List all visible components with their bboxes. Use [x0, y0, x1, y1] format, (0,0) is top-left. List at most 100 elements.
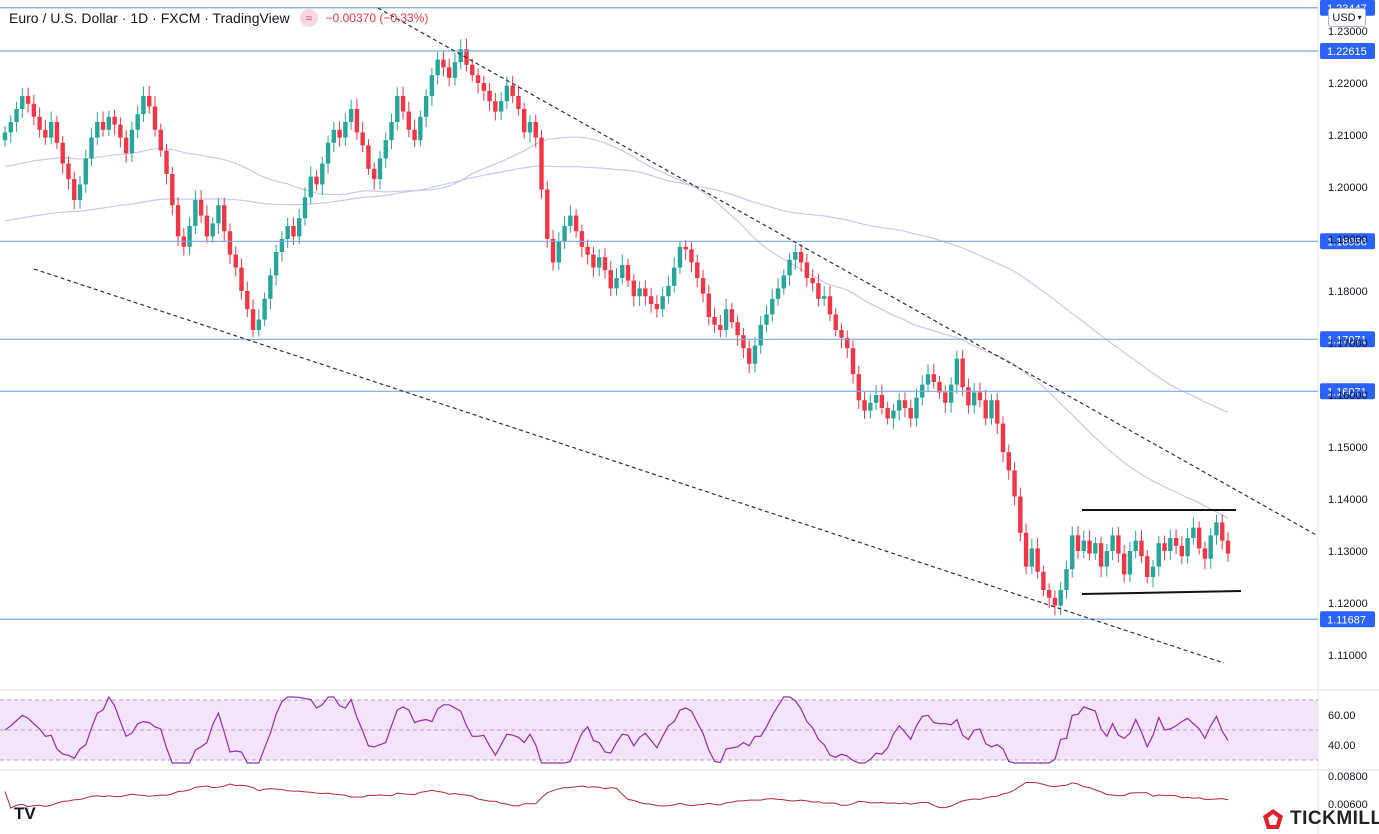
price-axis[interactable]: 1.11000 1.12000 1.13000 1.14000 1.15000 1.160… — [1328, 26, 1368, 662]
candle-body — [695, 262, 700, 278]
candle-body — [487, 90, 492, 102]
candle-body — [383, 140, 388, 159]
candle-body — [158, 129, 163, 151]
candle-body — [752, 345, 758, 364]
level-price-label: 1.11687 — [1327, 614, 1366, 626]
candle-body — [1145, 556, 1150, 577]
candle-body — [948, 384, 954, 403]
candle-body — [660, 296, 665, 310]
candle-body — [14, 109, 19, 122]
tradingview-logo[interactable]: TV — [14, 804, 36, 823]
candle-body — [60, 142, 65, 164]
rsi-tick-label: 60.00 — [1328, 710, 1356, 722]
candle-body — [1012, 470, 1017, 497]
candle-body — [129, 129, 135, 154]
candle-body — [481, 83, 487, 91]
candle-body — [325, 142, 331, 164]
indicator2-tick-label: 0.00600 — [1328, 799, 1368, 811]
candle-body — [164, 150, 169, 174]
candle-body — [925, 374, 931, 385]
candle-body — [585, 246, 590, 255]
candle-body — [521, 109, 527, 133]
level-price-tag — [1320, 331, 1375, 348]
candle-body — [879, 395, 885, 408]
candle-body — [625, 265, 631, 281]
rsi-pane: 40.00 60.00 — [0, 695, 1356, 764]
candle-body — [123, 137, 129, 154]
candle-body — [493, 101, 498, 112]
trendlines[interactable] — [33, 7, 1319, 664]
candle-body — [262, 298, 267, 320]
candle-body — [1046, 590, 1052, 598]
candle-body — [787, 259, 792, 276]
candle-body — [873, 395, 879, 403]
candle-body — [833, 314, 838, 330]
candle-body — [239, 267, 244, 291]
candle-body — [545, 189, 550, 239]
candle-body — [983, 400, 988, 419]
currency-select[interactable]: USD ▾ — [1328, 8, 1366, 27]
candle-body — [291, 226, 296, 237]
candle-body — [591, 254, 596, 268]
candle-body — [418, 116, 423, 141]
price-change: −0.00370 (−0.33%) — [325, 11, 429, 25]
candle-body — [320, 163, 325, 185]
candle-body — [868, 402, 873, 411]
candle-body — [608, 270, 613, 289]
indicator2-line — [4, 782, 1229, 809]
candle-body — [222, 205, 227, 232]
candle-body — [152, 106, 158, 130]
price-tick-label: 1.18000 — [1328, 286, 1368, 298]
candle-body — [1127, 551, 1133, 575]
candle-body — [775, 288, 781, 299]
candle-body — [452, 62, 458, 78]
wave-icon[interactable]: ≈ — [299, 9, 318, 27]
candle-body — [1075, 535, 1081, 551]
candle-body — [637, 288, 642, 297]
candle-body — [72, 179, 77, 200]
candle-body — [198, 200, 204, 216]
candle-body — [1220, 522, 1225, 541]
candle-body — [412, 129, 417, 141]
candle-body — [845, 337, 850, 349]
candle-body — [1208, 535, 1213, 559]
level-price-tag — [1320, 43, 1375, 60]
candle-body — [741, 335, 746, 349]
price-tick-label: 1.14000 — [1328, 494, 1368, 506]
candle-body — [746, 348, 752, 364]
candle-body — [793, 252, 798, 260]
candle-body — [1104, 551, 1110, 567]
candle-body — [31, 103, 37, 117]
candle-body — [1058, 590, 1063, 606]
candle-body — [1202, 548, 1208, 559]
symbol-title: Euro / U.S. Dollar · 1D · FXCM · Trading… — [9, 10, 290, 26]
candle-body — [631, 280, 637, 297]
candle-body — [498, 101, 504, 112]
ma-50-line — [4, 136, 1229, 519]
candle-body — [1035, 548, 1040, 572]
candle-body — [308, 176, 313, 198]
candle-body — [20, 96, 25, 109]
candle-body — [885, 408, 890, 419]
horizontal-levels[interactable]: 1.234471.226151.189561.170711.160711.116… — [0, 0, 1375, 628]
candle-body — [908, 408, 913, 419]
candle-body — [1191, 527, 1196, 538]
lower-channel-line — [33, 268, 1225, 664]
candle-body — [1150, 566, 1156, 577]
candle-body — [1052, 597, 1058, 606]
level-price-label: 1.17071 — [1327, 334, 1367, 346]
candle-body — [204, 215, 210, 237]
candle-body — [966, 387, 971, 406]
indicator2-tick-label: 0.00800 — [1328, 771, 1368, 783]
candle-body — [989, 400, 994, 419]
candle-body — [458, 49, 463, 63]
candle-body — [400, 96, 406, 112]
candle-body — [862, 400, 867, 411]
candle-body — [504, 85, 510, 102]
candle-body — [77, 184, 83, 200]
candle-body — [816, 283, 821, 299]
candle-body — [954, 358, 960, 385]
candle-body — [447, 67, 452, 78]
candle-body — [712, 317, 717, 325]
